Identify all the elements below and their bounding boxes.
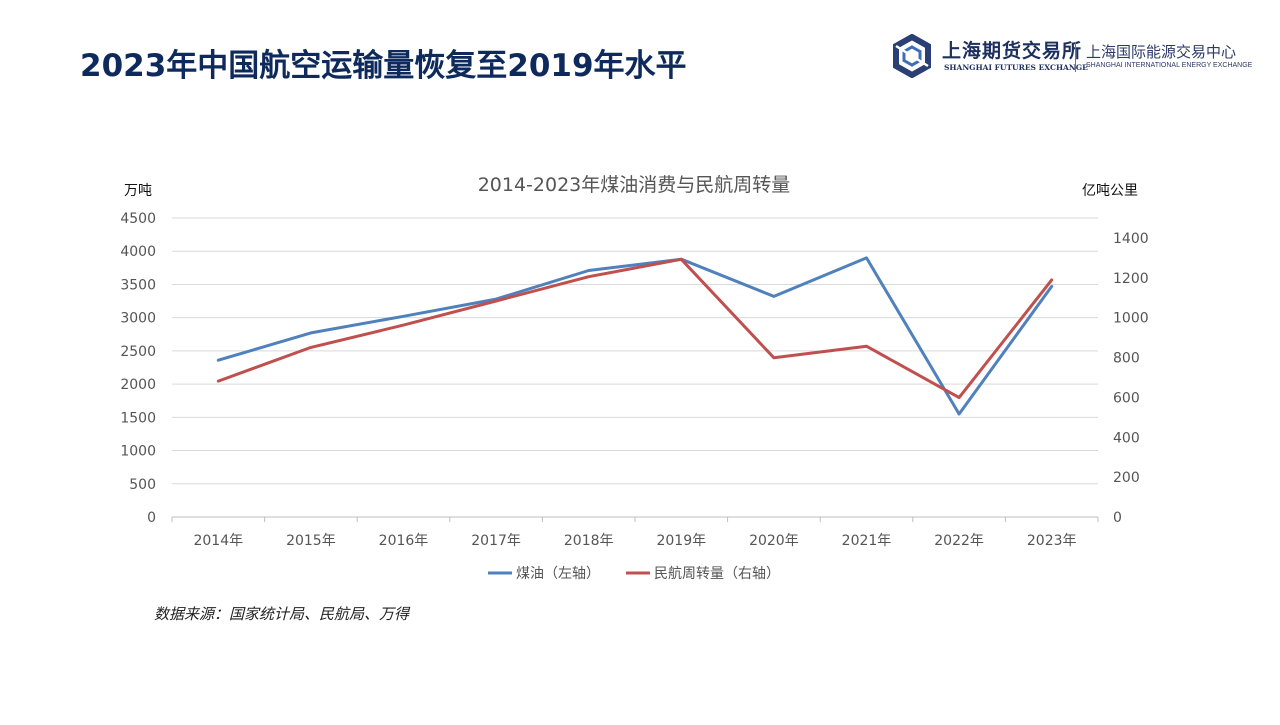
legend-label-2: 民航周转量（右轴） [654, 566, 780, 582]
x-tick-label: 2015年 [286, 533, 336, 549]
x-tick-label: 2019年 [656, 533, 706, 549]
y-left-tick-label: 0 [147, 510, 156, 526]
y-left-tick-label: 1000 [120, 444, 156, 460]
y-left-tick-label: 3000 [120, 311, 156, 327]
axis-layer: 0 500 1000 1500 2000 2500 3000 3500 4000 4500 0 200… [120, 211, 1148, 549]
y-right-tick-label: 600 [1113, 390, 1140, 406]
logo-shfe-name-en: SHANGHAI FUTURES EXCHANGE [944, 63, 1088, 72]
slide-title: 2023年中国航空运输量恢复至2019年水平 [80, 48, 687, 84]
x-tick-label: 2020年 [749, 533, 799, 549]
y-right-tick-label: 400 [1113, 430, 1140, 446]
legend-label-1: 煤油（左轴） [516, 566, 600, 582]
logo-ine-name: 上海国际能源交易中心 [1086, 43, 1237, 61]
y-right-tick-label: 1200 [1113, 271, 1149, 287]
data-source-note: 数据来源：国家统计局、民航局、万得 [154, 605, 410, 623]
y-left-tick-label: 4500 [120, 211, 156, 227]
y-right-tick-label: 0 [1113, 510, 1122, 526]
y-right-tick-label: 200 [1113, 470, 1140, 486]
logo-divider [1075, 42, 1076, 72]
y-left-tick-label: 500 [129, 477, 156, 493]
logo-shfe-name: 上海期货交易所 [942, 40, 1083, 62]
y-axis-left-label: 万吨 [124, 183, 152, 199]
y-right-tick-label: 1400 [1113, 231, 1149, 247]
x-tick-label: 2018年 [564, 533, 614, 549]
y-axis-right-label: 亿吨公里 [1082, 183, 1138, 199]
x-tick-label: 2016年 [379, 533, 429, 549]
series-layer [216, 256, 1054, 416]
logo-ine-name-en: SHANGHAI INTERNATIONAL ENERGY EXCHANGE [1086, 62, 1253, 69]
series-line-1 [216, 256, 1054, 416]
y-left-tick-label: 2500 [120, 344, 156, 360]
series-line-2 [216, 257, 1054, 400]
x-tick-label: 2023年 [1027, 533, 1077, 549]
x-tick-label: 2021年 [842, 533, 892, 549]
y-right-tick-label: 1000 [1113, 311, 1149, 327]
x-tick-label: 2022年 [934, 533, 984, 549]
x-tick-label: 2017年 [471, 533, 521, 549]
y-left-tick-label: 3500 [120, 277, 156, 293]
exchange-logo: 上海期货交易所 SHANGHAI FUTURES EXCHANGE 上海国际能源… [890, 34, 1260, 78]
y-left-tick-label: 4000 [120, 244, 156, 260]
shfe-emblem-icon [893, 34, 931, 78]
y-right-tick-label: 800 [1113, 351, 1140, 367]
y-left-tick-label: 1500 [120, 410, 156, 426]
grid-layer [172, 217, 1098, 485]
y-left-tick-label: 2000 [120, 377, 156, 393]
legend: 煤油（左轴） 民航周转量（右轴） [488, 566, 780, 582]
x-tick-label: 2014年 [193, 533, 243, 549]
chart-title: 2014-2023年煤油消费与民航周转量 [478, 174, 791, 196]
